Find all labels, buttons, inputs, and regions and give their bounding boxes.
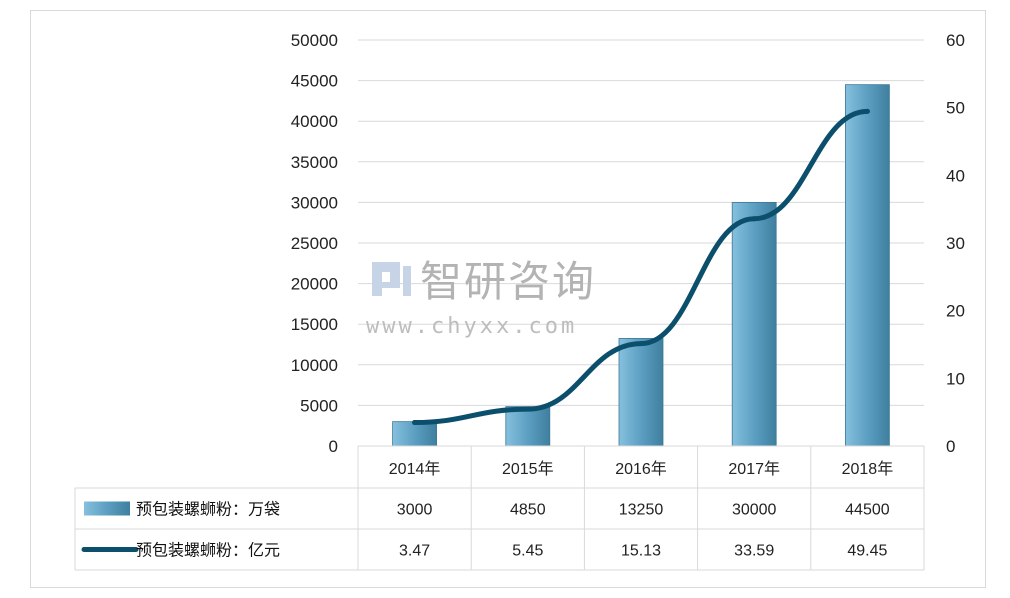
table-cell: 30000 bbox=[732, 502, 777, 519]
y-left-tick-label: 15000 bbox=[291, 315, 338, 334]
y-left-tick-label: 30000 bbox=[291, 193, 338, 212]
y-right-tick-label: 0 bbox=[946, 437, 955, 456]
table-cell: 5.45 bbox=[512, 543, 543, 560]
watermark-url: www.chyxx.com bbox=[366, 314, 577, 339]
y-left-tick-label: 35000 bbox=[291, 153, 338, 172]
bar bbox=[505, 406, 551, 447]
x-tick-label: 2018年 bbox=[842, 460, 894, 478]
line-point bbox=[525, 406, 531, 412]
watermark-logo-icon bbox=[372, 262, 411, 296]
legend-key-bar bbox=[84, 501, 130, 516]
line-point bbox=[751, 216, 757, 222]
y-right-tick-label: 60 bbox=[946, 31, 965, 50]
bar bbox=[731, 201, 777, 447]
y-left-tick-label: 20000 bbox=[291, 275, 338, 294]
y-left-tick-label: 40000 bbox=[291, 112, 338, 131]
y-left-tick-label: 45000 bbox=[291, 72, 338, 91]
line-point bbox=[864, 108, 870, 114]
y-axis-left: 0 5000 10000 15000 20000 25000 30000 35000 40000… bbox=[291, 31, 338, 456]
gridlines bbox=[358, 39, 924, 406]
bar bbox=[845, 84, 890, 447]
series-line bbox=[412, 108, 870, 426]
table-cell: 15.13 bbox=[621, 543, 661, 560]
y-left-tick-label: 5000 bbox=[300, 396, 338, 415]
y-left-tick-label: 25000 bbox=[291, 234, 338, 253]
y-right-tick-label: 40 bbox=[946, 166, 965, 185]
x-tick-label: 2015年 bbox=[502, 460, 554, 478]
table-cell: 3000 bbox=[397, 502, 433, 519]
legend-label: 预包装螺蛳粉：亿元 bbox=[136, 541, 280, 560]
legend-label: 预包装螺蛳粉：万袋 bbox=[136, 500, 280, 519]
chart-frame bbox=[30, 10, 986, 588]
line-point bbox=[412, 420, 418, 426]
table-cell: 44500 bbox=[845, 502, 890, 519]
y-right-tick-label: 20 bbox=[946, 302, 965, 321]
table-cell: 4850 bbox=[510, 502, 546, 519]
x-tick-label: 2016年 bbox=[615, 460, 667, 478]
y-right-tick-label: 10 bbox=[946, 369, 965, 388]
line-point bbox=[638, 341, 644, 347]
bar bbox=[392, 421, 438, 447]
table-cell: 33.59 bbox=[734, 543, 774, 560]
table-cell: 3.47 bbox=[399, 543, 430, 560]
y-left-tick-label: 0 bbox=[329, 437, 338, 456]
y-axis-right: 0 10 20 30 40 50 60 bbox=[946, 31, 965, 456]
bar bbox=[618, 338, 664, 447]
y-right-tick-label: 30 bbox=[946, 234, 965, 253]
x-tick-label: 2017年 bbox=[728, 460, 780, 478]
watermark: 智研咨询 www.chyxx.com bbox=[366, 257, 596, 339]
table-cell: 13250 bbox=[619, 502, 664, 519]
watermark-name: 智研咨询 bbox=[420, 257, 596, 306]
y-left-tick-label: 10000 bbox=[291, 356, 338, 375]
table-cell: 49.45 bbox=[847, 543, 887, 560]
line-series bbox=[412, 108, 870, 426]
x-tick-label: 2014年 bbox=[389, 460, 441, 478]
y-left-tick-label: 50000 bbox=[291, 31, 338, 50]
y-right-tick-label: 50 bbox=[946, 99, 965, 118]
